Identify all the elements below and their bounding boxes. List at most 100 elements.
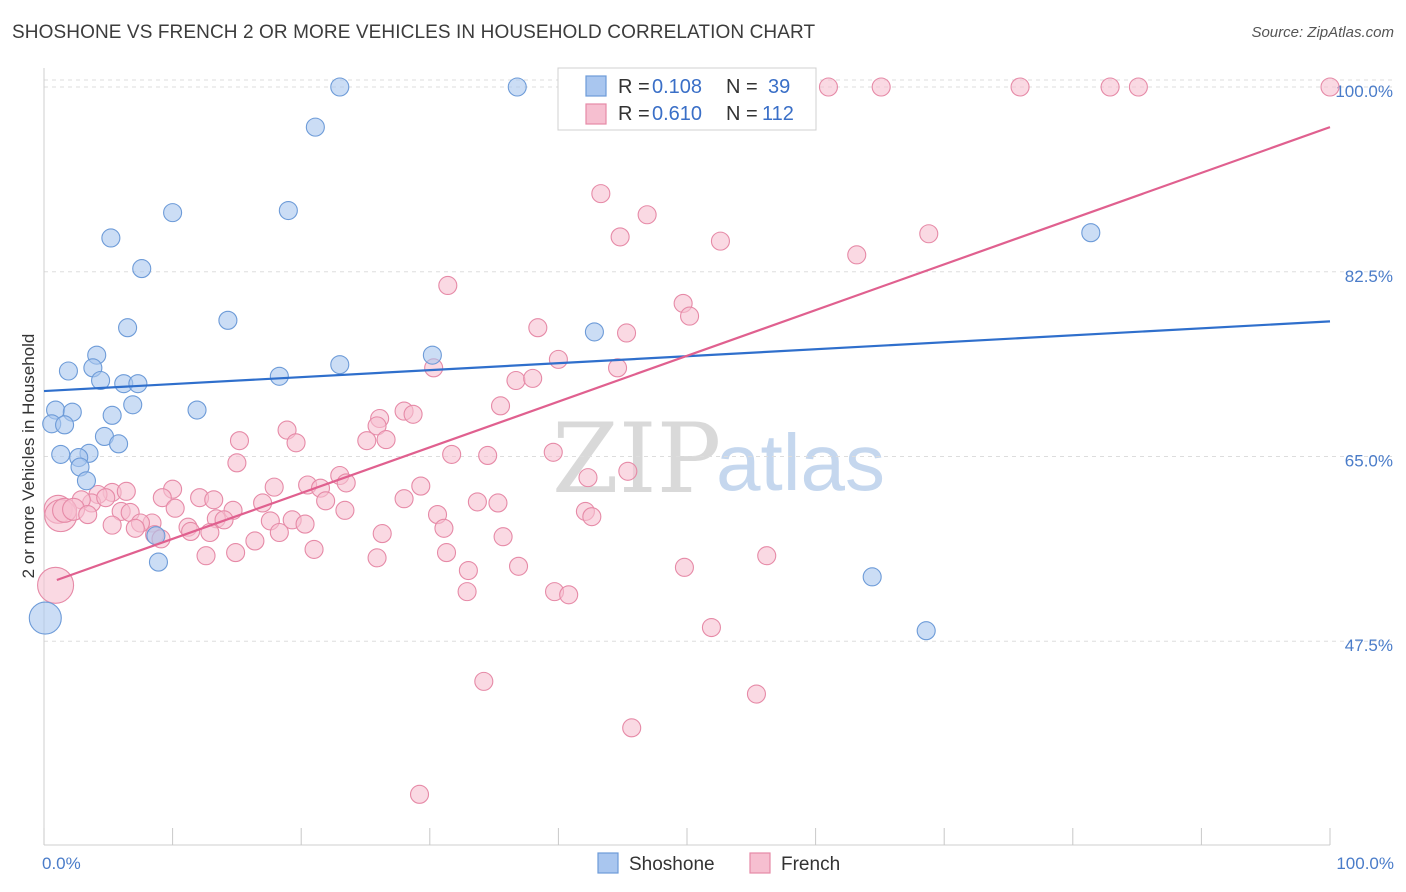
french-point <box>229 431 250 451</box>
source-credit: Source: ZipAtlas.com <box>1251 24 1394 41</box>
french-point <box>295 514 315 534</box>
x-tick-label-min: 0.0% <box>42 854 81 873</box>
bottom-legend-shoshone: Shoshone <box>629 854 715 875</box>
french-point <box>548 349 568 369</box>
bottom-legend-swatch-shoshone <box>597 852 619 874</box>
legend-french-r-label: R = <box>618 103 650 125</box>
shoshone-point <box>305 117 325 137</box>
french-point <box>1128 77 1148 97</box>
french-point <box>637 205 657 225</box>
correlation-legend: R = 0.108 N = 39 R = 0.610 N = 112 <box>557 67 817 131</box>
french-point <box>578 468 598 488</box>
shoshone-points <box>28 77 1101 641</box>
french-point <box>367 416 387 436</box>
french-point <box>125 518 145 538</box>
french-point <box>608 358 628 378</box>
french-point <box>367 548 387 568</box>
shoshone-point <box>58 361 78 381</box>
french-point <box>674 557 694 577</box>
french-point <box>37 566 75 604</box>
legend-shoshone-n-value: 39 <box>768 76 790 98</box>
shoshone-point <box>584 322 604 342</box>
y-tick-labels: 47.5% 65.0% 82.5% 100.0% <box>1335 82 1393 655</box>
french-point <box>227 453 247 473</box>
watermark-atlas: atlas <box>716 418 885 507</box>
legend-swatch-french <box>585 103 607 125</box>
french-point <box>394 489 414 509</box>
french-point <box>436 543 457 563</box>
shoshone-point <box>148 552 169 572</box>
french-point <box>710 231 730 251</box>
french-point <box>376 430 396 450</box>
chart-title: SHOSHONE VS FRENCH 2 OR MORE VEHICLES IN… <box>12 22 816 43</box>
french-point <box>78 505 98 525</box>
french-point <box>196 546 216 566</box>
french-point <box>152 488 172 508</box>
french-point <box>474 671 494 691</box>
legend-french-n-value: 112 <box>762 103 794 125</box>
french-point <box>610 227 630 247</box>
french-point <box>622 718 642 738</box>
shoshone-point <box>132 259 152 279</box>
french-point <box>116 481 136 501</box>
french-point <box>434 518 454 538</box>
french-point <box>357 431 377 451</box>
shoshone-point <box>28 601 62 635</box>
french-point <box>847 245 867 265</box>
french-point <box>409 784 430 804</box>
shoshone-point <box>330 355 350 375</box>
french-point <box>1320 77 1340 97</box>
legend-shoshone-r-value: 0.108 <box>652 76 702 98</box>
french-point <box>818 77 839 97</box>
y-tick-label: 100.0% <box>1335 82 1393 101</box>
shoshone-point <box>187 400 207 420</box>
french-point <box>457 582 477 602</box>
french-point <box>582 507 602 527</box>
french-point <box>543 442 563 462</box>
french-point <box>617 323 637 343</box>
french-point <box>467 492 487 512</box>
french-point <box>458 560 478 581</box>
shoshone-point <box>55 415 75 435</box>
french-point <box>411 476 431 496</box>
shoshone-point <box>51 444 71 464</box>
french-point <box>680 306 700 326</box>
shoshone-point <box>269 366 289 386</box>
watermark-zip: ZIP <box>552 403 721 515</box>
y-tick-label: 65.0% <box>1345 452 1393 471</box>
french-trend-line <box>56 126 1331 582</box>
french-point <box>403 404 423 424</box>
shoshone-point <box>76 471 96 491</box>
french-point <box>304 539 324 559</box>
french-point <box>478 445 498 465</box>
x-tick-label-max: 100.0% <box>1336 854 1394 873</box>
french-point <box>335 500 355 520</box>
french-point <box>559 585 579 605</box>
shoshone-point <box>109 434 129 454</box>
series-legend: Shoshone French <box>597 852 840 875</box>
french-point <box>757 546 777 566</box>
french-point <box>165 498 185 518</box>
french-point <box>204 490 224 510</box>
shoshone-point <box>1081 223 1101 243</box>
y-tick-label: 82.5% <box>1345 267 1393 286</box>
legend-shoshone-r-label: R = <box>618 76 650 98</box>
watermark: ZIP atlas <box>552 403 885 515</box>
shoshone-point <box>330 77 350 97</box>
french-point <box>316 491 336 511</box>
french-point <box>506 370 526 391</box>
french-point <box>746 684 766 704</box>
french-point <box>438 275 458 296</box>
french-point <box>96 488 116 508</box>
french-point <box>269 522 289 543</box>
french-point <box>618 461 638 481</box>
french-point <box>245 531 265 551</box>
shoshone-point <box>862 567 882 587</box>
shoshone-point <box>916 621 936 641</box>
y-axis-label: 2 or more Vehicles in Household <box>19 334 38 579</box>
french-point <box>488 493 508 513</box>
french-point <box>508 556 529 576</box>
french-point <box>102 515 122 535</box>
french-point <box>1010 77 1030 97</box>
legend-french-r-value: 0.610 <box>652 103 702 125</box>
